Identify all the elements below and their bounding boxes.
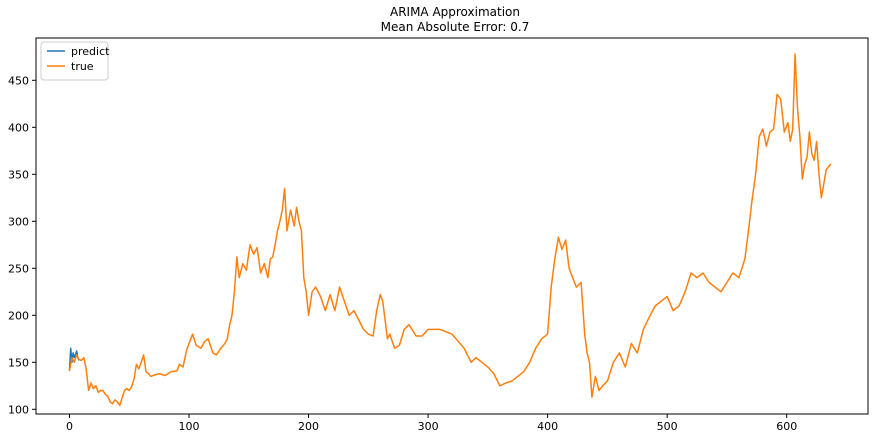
chart-subtitle: Mean Absolute Error: 0.7 xyxy=(380,20,530,34)
x-tick-label: 600 xyxy=(776,420,797,433)
axis-ticks: 0 100 200 300 400 500 600 100 150 200 250 300 350 400… xyxy=(8,74,797,433)
series-layer xyxy=(68,53,832,407)
legend: predict true xyxy=(40,41,110,81)
x-tick-label: 400 xyxy=(537,420,558,433)
plot-area-frame xyxy=(35,37,869,415)
x-tick-label: 300 xyxy=(418,420,439,433)
x-tick-label: 100 xyxy=(179,420,200,433)
y-tick-label: 300 xyxy=(8,215,29,228)
chart-title: ARIMA Approximation xyxy=(389,5,520,19)
y-tick-label: 200 xyxy=(8,309,29,322)
series-line-true xyxy=(68,53,832,407)
x-tick-label: 200 xyxy=(298,420,319,433)
y-tick-label: 100 xyxy=(8,403,29,416)
x-tick-label: 500 xyxy=(657,420,678,433)
y-tick-label: 150 xyxy=(8,356,29,369)
legend-label-predict: predict xyxy=(71,45,110,58)
y-tick-label: 400 xyxy=(8,121,29,134)
y-tick-label: 250 xyxy=(8,262,29,275)
legend-label-true: true xyxy=(71,60,94,73)
y-tick-label: 450 xyxy=(8,74,29,87)
x-tick-label: 0 xyxy=(66,420,73,433)
y-tick-label: 350 xyxy=(8,168,29,181)
